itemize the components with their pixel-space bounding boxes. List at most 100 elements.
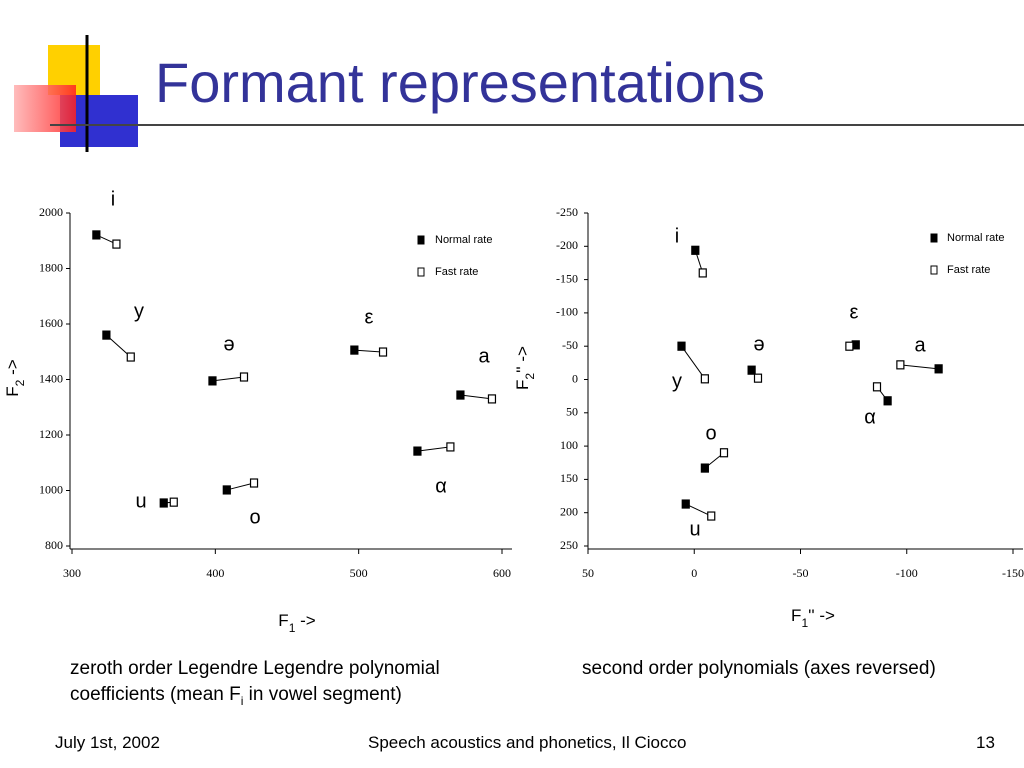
legend-label: Normal rate bbox=[947, 232, 1004, 244]
pair-line bbox=[212, 376, 245, 382]
point bbox=[456, 390, 465, 400]
x-tick-label: -50 bbox=[793, 566, 809, 580]
point bbox=[934, 364, 943, 374]
caption-text: coefficients (mean F bbox=[70, 684, 241, 705]
point bbox=[707, 511, 716, 521]
y-axis-label-part: 2 bbox=[523, 373, 537, 380]
x-tick-label: 500 bbox=[350, 566, 368, 580]
y-axis-label-part: 2 bbox=[13, 379, 27, 386]
y-axis-label-part: F bbox=[513, 380, 532, 390]
y-tick-label: 50 bbox=[566, 405, 578, 419]
y-tick-label: 2000 bbox=[39, 205, 63, 219]
point bbox=[159, 498, 168, 508]
caption-text: zeroth order Legendre Legendre polynomia… bbox=[70, 658, 440, 679]
vowel-label: a bbox=[478, 345, 490, 367]
point bbox=[239, 372, 249, 382]
y-tick-label: 250 bbox=[560, 538, 578, 552]
x-axis-label-part: '' -> bbox=[808, 606, 835, 625]
y-tick-label: 200 bbox=[560, 504, 578, 518]
vowel-label: a bbox=[914, 334, 926, 356]
caption-sub: i bbox=[240, 693, 244, 708]
pair-line bbox=[417, 446, 451, 452]
point bbox=[872, 382, 882, 392]
y-tick-label: 800 bbox=[45, 538, 63, 552]
vowel-label: o bbox=[249, 506, 260, 528]
x-tick-label: -150 bbox=[1002, 566, 1024, 580]
x-axis-label-part: 1 bbox=[801, 616, 808, 630]
y-tick-label: 1800 bbox=[39, 260, 63, 274]
y-tick-label: 0 bbox=[572, 371, 578, 385]
footer-page: 13 bbox=[976, 733, 995, 752]
pair-line bbox=[685, 503, 712, 517]
y-tick-label: -150 bbox=[556, 271, 578, 285]
y-tick-label: -200 bbox=[556, 238, 578, 252]
vowel-label: u bbox=[689, 518, 700, 540]
y-tick-label: -100 bbox=[556, 305, 578, 319]
legend-marker bbox=[930, 265, 938, 275]
footer-center: Speech acoustics and phonetics, Il Ciocc… bbox=[368, 733, 687, 752]
vowel-label: α bbox=[864, 406, 876, 428]
point bbox=[126, 352, 135, 362]
point bbox=[413, 446, 422, 456]
legend-label: Fast rate bbox=[435, 266, 478, 278]
y-axis-label: F2 -> bbox=[3, 359, 27, 396]
x-tick-label: 0 bbox=[691, 566, 697, 580]
point bbox=[112, 239, 121, 249]
x-tick-label: 50 bbox=[582, 566, 594, 580]
point bbox=[169, 497, 178, 507]
y-tick-label: 100 bbox=[560, 438, 578, 452]
vowel-label: ə bbox=[223, 333, 234, 355]
point bbox=[698, 268, 707, 278]
x-axis-label-part: -> bbox=[295, 611, 315, 630]
point bbox=[753, 373, 763, 383]
caption-text: in vowel segment) bbox=[243, 684, 402, 705]
point bbox=[249, 478, 259, 488]
x-axis-label-part: F bbox=[791, 606, 801, 625]
x-axis-label: F1'' -> bbox=[791, 606, 835, 630]
point bbox=[102, 330, 111, 340]
y-axis-label-part: -> bbox=[3, 359, 22, 379]
y-tick-label: 150 bbox=[560, 471, 578, 485]
point bbox=[487, 394, 497, 404]
legend-label: Normal rate bbox=[435, 234, 492, 246]
y-tick-label: 1000 bbox=[39, 482, 63, 496]
point bbox=[747, 365, 756, 375]
point bbox=[700, 374, 709, 384]
pair-line bbox=[900, 364, 939, 370]
point bbox=[208, 376, 217, 386]
x-axis-label-part: F bbox=[278, 611, 288, 630]
y-axis-label-part: '' -> bbox=[513, 346, 532, 373]
y-axis-label: F2'' -> bbox=[513, 346, 537, 390]
point bbox=[691, 245, 700, 255]
y-axis-label-part: F bbox=[3, 386, 22, 396]
slide-title: Formant representations bbox=[155, 51, 766, 114]
vowel-label: y bbox=[134, 300, 144, 322]
point bbox=[222, 485, 231, 495]
caption-right: second order polynomials (axes reversed) bbox=[582, 656, 936, 682]
caption-text: second order polynomials (axes reversed) bbox=[582, 658, 936, 679]
vowel-label: o bbox=[705, 422, 716, 444]
point bbox=[92, 230, 101, 240]
legend-label: Fast rate bbox=[947, 264, 990, 276]
pair-line bbox=[681, 345, 706, 380]
caption-left: zeroth order Legendre Legendre polynomia… bbox=[70, 656, 440, 714]
footer-date: July 1st, 2002 bbox=[55, 733, 160, 752]
vowel-label: u bbox=[135, 490, 146, 512]
y-tick-label: -50 bbox=[562, 338, 578, 352]
point bbox=[896, 360, 905, 370]
pair-line bbox=[460, 394, 493, 400]
legend-marker bbox=[417, 235, 425, 245]
legend-marker bbox=[930, 233, 938, 243]
x-axis-label: F1 -> bbox=[278, 611, 315, 635]
x-tick-label: 600 bbox=[493, 566, 511, 580]
point bbox=[700, 463, 709, 473]
pair-line bbox=[226, 482, 255, 491]
x-axis-label-part: 1 bbox=[289, 621, 296, 635]
point bbox=[378, 347, 388, 357]
y-tick-label: 1400 bbox=[39, 371, 63, 385]
vowel-label: ə bbox=[753, 333, 764, 355]
point bbox=[446, 442, 455, 452]
y-tick-label: -250 bbox=[556, 205, 578, 219]
vowel-label: α bbox=[435, 475, 447, 497]
